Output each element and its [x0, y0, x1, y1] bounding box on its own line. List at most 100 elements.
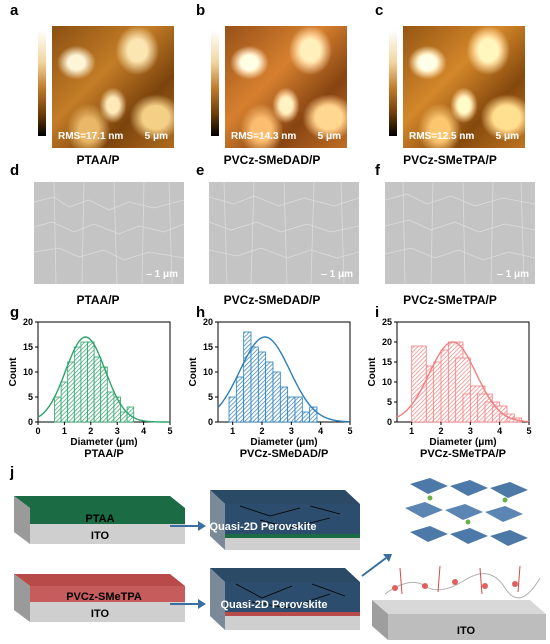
histogram-caption: PTAA/P	[84, 448, 124, 460]
y-tick-label: 10	[203, 367, 213, 377]
histogram-bar	[250, 346, 259, 423]
x-tick-label: 3	[468, 426, 473, 436]
y-tick-label: 10	[382, 377, 392, 387]
grain-texture	[209, 182, 359, 284]
afm-image: RMS=14.3 nm 5 μm	[225, 26, 347, 148]
x-tick-label: 2	[88, 426, 93, 436]
scale-bar-label: 5 μm	[317, 131, 341, 142]
panel-letter-f: f	[375, 162, 380, 179]
y-tick-label: 15	[23, 342, 33, 352]
y-tick-label: 5	[28, 392, 33, 402]
x-axis-label: Diameter (μm)	[250, 437, 317, 448]
afm-caption-b: PVCz-SMeDAD/P	[223, 153, 321, 167]
scale-bar-label: ‒ 1 μm	[321, 269, 353, 280]
y-tick-label: 20	[23, 317, 33, 327]
panel-letter-g: g	[10, 304, 20, 321]
histogram-bar	[265, 361, 274, 423]
histogram-bar	[87, 341, 95, 423]
molecular-chains	[384, 565, 541, 599]
histogram-bar	[60, 381, 69, 423]
y-tick-label: 0	[387, 417, 392, 427]
gaussian-fit-curve	[37, 336, 170, 423]
height-colorbar	[38, 30, 46, 136]
sem-caption-f: PVCz-SMeTPA/P	[403, 293, 497, 307]
rms-value: RMS=17.1 nm	[58, 131, 124, 142]
histogram-row: 0 1 2 3 4 5 0 5 10 15 20 Diameter (μm) Count PTAA/P 1…	[0, 310, 550, 470]
x-tick-label: 2	[438, 426, 443, 436]
ito-label-top: ITO	[91, 530, 110, 542]
panel-letter-d: d	[10, 162, 20, 179]
histogram-bar	[80, 341, 88, 423]
y-tick-label: 10	[23, 367, 33, 377]
arrow-bottom-head	[198, 599, 206, 609]
x-tick-label: 4	[497, 426, 502, 436]
histogram-bar	[287, 396, 296, 423]
gaussian-fit-curve	[396, 341, 530, 423]
histogram-caption: PVCz-SMeTPA/P	[420, 448, 506, 460]
panel-letter-c: c	[375, 2, 384, 19]
y-axis-label: Count	[8, 357, 19, 387]
afm-caption-a: PTAA/P	[76, 153, 120, 167]
x-tick-label: 1	[62, 426, 67, 436]
afm-image: RMS=17.1 nm 5 μm	[52, 26, 174, 148]
histogram-bar	[100, 366, 108, 423]
panel-letter-b: b	[196, 2, 206, 19]
height-colorbar	[211, 30, 219, 136]
panel-letter-i: i	[375, 304, 380, 321]
y-tick-label: 0	[28, 417, 33, 427]
histogram-caption: PVCz-SMeDAD/P	[240, 448, 329, 460]
y-axis-label: Count	[367, 357, 378, 387]
x-axis-label: Diameter (μm)	[70, 437, 137, 448]
y-tick-label: 15	[382, 357, 392, 367]
ito-substrate	[372, 600, 546, 640]
histogram-bar	[120, 411, 128, 423]
grain-texture	[385, 182, 535, 284]
height-colorbar	[389, 30, 397, 136]
perovskite-stack-top	[210, 490, 360, 550]
afm-caption-c: PVCz-SMeTPA/P	[403, 153, 497, 167]
x-tick-label: 3	[289, 426, 294, 436]
sem-image-d: ‒ 1 μm	[34, 182, 184, 284]
x-tick-label: 3	[115, 426, 120, 436]
ito-label-bottom: ITO	[91, 608, 110, 620]
x-tick-label: 5	[167, 426, 172, 436]
y-axis-label: Count	[188, 357, 199, 387]
sem-caption-e: PVCz-SMeDAD/P	[223, 293, 321, 307]
histogram-bar	[93, 356, 102, 423]
scale-bar-label: ‒ 1 μm	[146, 269, 178, 280]
panel-letter-j: j	[10, 464, 15, 481]
histogram-bar	[228, 396, 237, 423]
rms-value: RMS=12.5 nm	[409, 131, 475, 142]
histogram-bar	[279, 386, 289, 423]
y-tick-label: 0	[208, 417, 213, 427]
device-schematic: PTAA ITO Quasi-2D Perovskite PVCz-SMeTPA…	[14, 478, 546, 640]
ptaa-stack	[14, 496, 185, 544]
panel-letter-h: h	[196, 304, 206, 321]
x-tick-label: 4	[318, 426, 323, 436]
ito-substrate-label: ITO	[457, 625, 476, 637]
histogram-bar	[67, 361, 75, 423]
histogram-bar	[243, 331, 252, 423]
afm-image: RMS=12.5 nm 5 μm	[403, 26, 525, 148]
perovskite-octahedra	[405, 478, 528, 546]
perovskite-label-bottom: Quasi-2D Perovskite	[221, 599, 328, 611]
arrow-zoom	[361, 557, 387, 577]
histogram-bar	[126, 406, 135, 423]
arrow-zoom-head	[383, 554, 392, 562]
sem-image-f: ‒ 1 μm	[385, 182, 535, 284]
histogram-bar	[257, 351, 267, 423]
x-tick-label: 1	[230, 426, 235, 436]
histogram-bar	[294, 396, 303, 423]
y-tick-label: 15	[203, 342, 213, 352]
histogram-bar	[309, 406, 318, 423]
histogram-i: 1 2 3 4 5 0 5 10 15 20 25 Diameter (μm) Count PVCz-SM…	[367, 317, 532, 460]
y-tick-label: 25	[382, 317, 392, 327]
panel-letter-e: e	[196, 162, 205, 179]
x-tick-label: 0	[35, 426, 40, 436]
scale-bar-label: ‒ 1 μm	[497, 269, 529, 280]
pvcz-stack	[14, 574, 185, 622]
scale-bar-label: 5 μm	[495, 131, 519, 142]
histogram-bar	[301, 411, 311, 423]
x-tick-label: 5	[347, 426, 352, 436]
histogram-bar	[106, 391, 115, 423]
